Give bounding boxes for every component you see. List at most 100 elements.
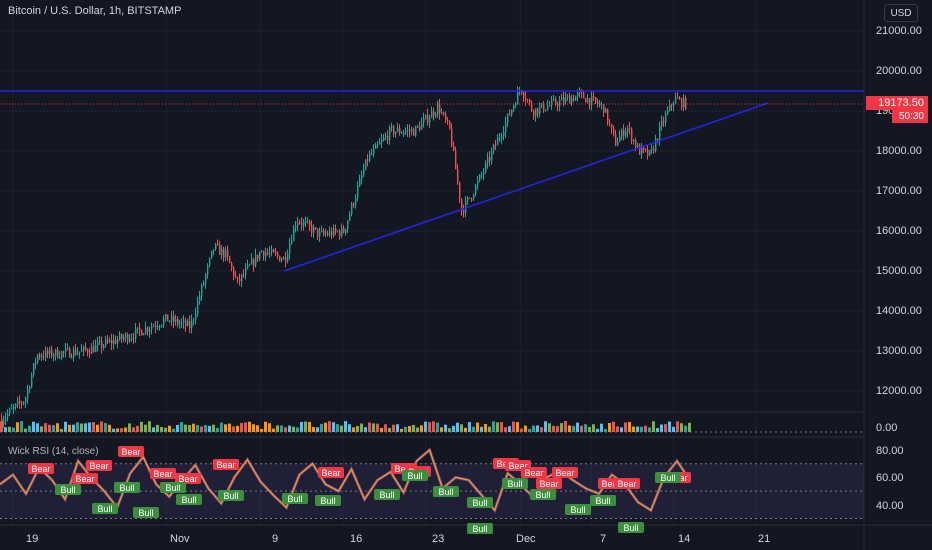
candle (335, 228, 337, 232)
volume-bar (628, 421, 631, 432)
candle (647, 149, 649, 156)
volume-bar (468, 422, 471, 432)
bull-badge (282, 493, 308, 504)
candle (157, 326, 159, 328)
candle (457, 169, 459, 183)
volume-bar (64, 421, 67, 432)
candle (459, 182, 461, 200)
candle (221, 248, 223, 255)
candle (29, 387, 31, 390)
volume-bar (276, 425, 279, 432)
candle (453, 145, 455, 151)
candle (437, 104, 439, 114)
currency-button[interactable]: USD (884, 4, 918, 22)
bear-badge (614, 478, 640, 489)
volume-bar (336, 424, 339, 432)
bull-label: Bull (623, 523, 638, 533)
volume-bar (604, 428, 607, 432)
candle (409, 129, 411, 132)
volume-bar (32, 421, 35, 432)
candle (417, 126, 419, 128)
bear-label: Bear (178, 474, 197, 484)
candle (429, 118, 431, 123)
volume-bar (632, 426, 635, 432)
volume-bar (172, 428, 175, 432)
candle (601, 103, 603, 105)
candle (679, 98, 681, 100)
candle (35, 361, 37, 364)
candle (475, 185, 477, 195)
volume-bar (152, 427, 155, 432)
candle (615, 134, 617, 146)
candle (489, 157, 491, 161)
volume-bar (316, 427, 319, 432)
volume-bar (60, 428, 63, 432)
candle (507, 113, 509, 122)
candle (111, 340, 113, 344)
volume-bar (116, 428, 119, 432)
bull-label: Bull (472, 498, 487, 508)
candle (661, 120, 663, 127)
candle (9, 408, 11, 414)
candle (239, 278, 241, 282)
bull-label: Bull (223, 491, 238, 501)
candle (481, 174, 483, 176)
bear-label: Bear (617, 479, 636, 489)
bull-badge (92, 503, 118, 514)
rsi-indicator-title[interactable]: Wick RSI (14, close) (8, 446, 99, 457)
bull-label: Bull (407, 471, 422, 481)
candle (143, 333, 145, 336)
candle (541, 103, 543, 107)
volume-bar (668, 421, 671, 432)
volume-bar (516, 422, 519, 432)
volume-bar (392, 424, 395, 432)
volume-bar (164, 427, 167, 432)
bear-badge (213, 459, 239, 470)
volume-bar (480, 426, 483, 432)
candle (299, 222, 301, 224)
volume-bar (572, 425, 575, 432)
candle (173, 316, 175, 322)
candle (455, 150, 457, 170)
candle (123, 337, 125, 339)
symbol-title[interactable]: Bitcoin / U.S. Dollar, 1h, BITSTAMP (8, 5, 182, 17)
candle (365, 159, 367, 170)
candle (325, 233, 327, 235)
candle (377, 144, 379, 146)
volume-bar (684, 425, 687, 432)
candle (251, 259, 253, 265)
candle (389, 127, 391, 140)
candle (491, 151, 493, 161)
volume-bar (304, 421, 307, 432)
candle (653, 148, 655, 151)
candle (43, 356, 45, 358)
candle (109, 340, 111, 342)
bear-badge (318, 467, 344, 478)
candle (553, 99, 555, 101)
candle (89, 352, 91, 354)
candle (175, 318, 177, 322)
candle (433, 111, 435, 116)
candle (95, 345, 97, 352)
candle (39, 354, 41, 358)
bull-label: Bull (595, 496, 610, 506)
volume-bar (528, 428, 531, 432)
bear-label: Bear (508, 461, 527, 471)
volume-bar (4, 427, 7, 432)
candle (27, 389, 29, 399)
bull-badge (315, 495, 341, 506)
volume-bar (436, 422, 439, 432)
volume-bar (96, 424, 99, 432)
volume-bar (596, 428, 599, 432)
candle (515, 104, 517, 106)
candle (147, 327, 149, 332)
volume-bar (280, 425, 283, 432)
volume-bar (256, 425, 259, 432)
price-axis-label: 20000.00 (876, 65, 922, 77)
bull-label: Bull (60, 485, 75, 495)
bear-badge (86, 460, 112, 471)
candle (61, 351, 63, 358)
volume-bar (624, 422, 627, 432)
candle (105, 339, 107, 346)
